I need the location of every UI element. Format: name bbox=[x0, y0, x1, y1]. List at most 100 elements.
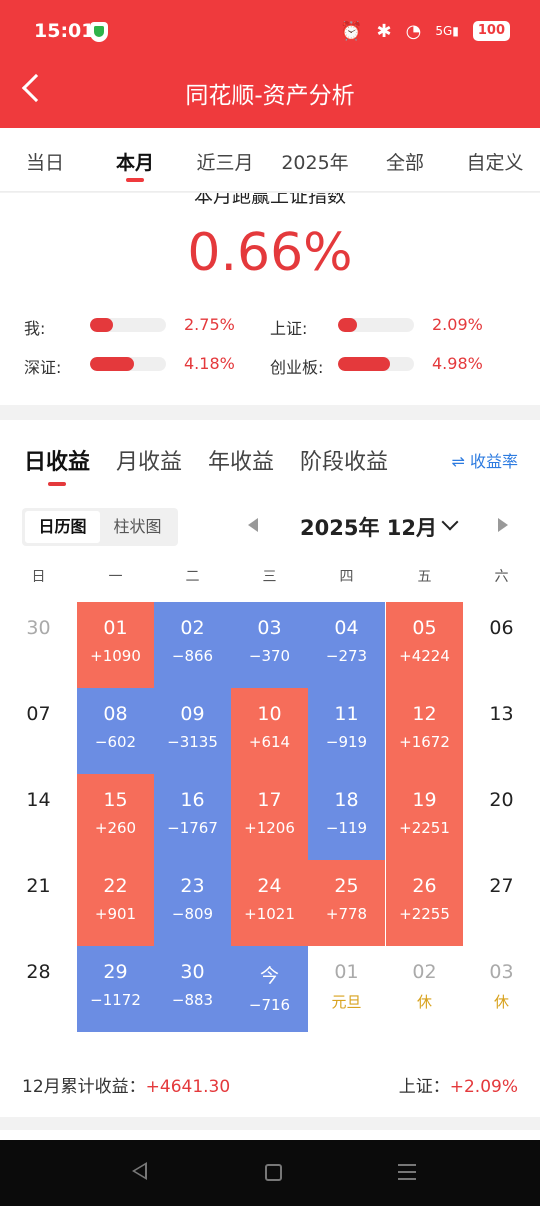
day-profit: −866 bbox=[171, 647, 214, 665]
calendar-day-cell[interactable]: 27 bbox=[463, 860, 540, 946]
day-number: 05 bbox=[412, 617, 437, 639]
day-profit: +1672 bbox=[399, 733, 450, 751]
calendar-day-cell[interactable]: 21 bbox=[0, 860, 77, 946]
month-total-value: +4641.30 bbox=[145, 1077, 231, 1097]
tab-period-0[interactable]: 当日 bbox=[25, 152, 64, 174]
calendar-day-cell[interactable]: 03 −370 bbox=[231, 602, 308, 688]
calendar-day-cell[interactable]: 06 bbox=[463, 602, 540, 688]
calendar-day-cell[interactable]: 30 −883 bbox=[154, 946, 231, 1032]
calendar-day-cell[interactable]: 26 +2255 bbox=[386, 860, 463, 946]
calendar-day-cell[interactable]: 12 +1672 bbox=[386, 688, 463, 774]
calendar-day-cell[interactable]: 04 −273 bbox=[308, 602, 385, 688]
network-type: 5G bbox=[435, 24, 453, 38]
calendar-day-cell[interactable]: 02 休 bbox=[386, 946, 463, 1032]
tab-yearly-returns[interactable]: 年收益 bbox=[208, 450, 275, 475]
day-number: 24 bbox=[257, 875, 282, 897]
security-shield-icon bbox=[90, 22, 108, 42]
calendar-day-cell[interactable]: 02 −866 bbox=[154, 602, 231, 688]
day-profit: −809 bbox=[171, 905, 214, 923]
bar-fill bbox=[90, 318, 113, 332]
weekday-header: 日一二三四五六 bbox=[0, 566, 540, 586]
calendar-day-cell[interactable]: 15 +260 bbox=[77, 774, 154, 860]
day-number: 18 bbox=[334, 789, 359, 811]
day-profit: +901 bbox=[94, 905, 137, 923]
calendar-day-cell[interactable]: 20 bbox=[463, 774, 540, 860]
rate-toggle[interactable]: ⇌ 收益率 bbox=[451, 448, 518, 472]
day-profit: −1172 bbox=[90, 991, 141, 1009]
calendar-day-cell[interactable]: 29 −1172 bbox=[77, 946, 154, 1032]
day-number: 30 bbox=[180, 961, 205, 983]
calendar-day-cell[interactable]: 09 −3135 bbox=[154, 688, 231, 774]
calendar-day-cell[interactable]: 13 bbox=[463, 688, 540, 774]
day-profit: −883 bbox=[171, 991, 214, 1009]
calendar-day-cell[interactable]: 03 休 bbox=[463, 946, 540, 1032]
calendar-day-cell[interactable]: 今 −716 bbox=[231, 946, 308, 1032]
battery-icon: 100 bbox=[472, 21, 510, 41]
calendar-day-cell[interactable]: 28 bbox=[0, 946, 77, 1032]
day-profit: +778 bbox=[325, 905, 368, 923]
weekday-label: 一 bbox=[108, 569, 123, 585]
nav-home-icon[interactable] bbox=[265, 1164, 282, 1181]
tab-monthly-returns[interactable]: 月收益 bbox=[116, 450, 183, 475]
day-number: 29 bbox=[103, 961, 128, 983]
tab-period-5[interactable]: 自定义 bbox=[466, 152, 524, 174]
day-profit: −919 bbox=[325, 733, 368, 751]
calendar-day-cell[interactable]: 11 −919 bbox=[308, 688, 385, 774]
calendar-day-cell[interactable]: 01 元旦 bbox=[308, 946, 385, 1032]
calendar-day-cell[interactable]: 24 +1021 bbox=[231, 860, 308, 946]
bar-view-button[interactable]: 柱状图 bbox=[113, 517, 162, 536]
bar-shanghai bbox=[338, 318, 414, 332]
calendar-day-cell[interactable]: 23 −809 bbox=[154, 860, 231, 946]
calendar-day-cell[interactable]: 08 −602 bbox=[77, 688, 154, 774]
calendar-day-cell[interactable]: 25 +778 bbox=[308, 860, 385, 946]
pct-me: 2.75% bbox=[184, 315, 235, 334]
next-month-icon[interactable] bbox=[498, 518, 508, 532]
nav-recents-icon[interactable] bbox=[398, 1164, 416, 1180]
day-profit: +614 bbox=[248, 733, 291, 751]
calendar-day-cell[interactable]: 07 bbox=[0, 688, 77, 774]
month-total: 12月累计收益：+4641.30 bbox=[22, 1072, 230, 1097]
signal-icon: 5G▮ bbox=[435, 24, 459, 38]
nav-back-icon[interactable] bbox=[132, 1162, 147, 1180]
tab-daily-returns[interactable]: 日收益 bbox=[24, 444, 90, 486]
prev-month-icon[interactable] bbox=[248, 518, 258, 532]
calendar-day-cell[interactable]: 01 +1090 bbox=[77, 602, 154, 688]
calendar-day-cell[interactable]: 19 +2251 bbox=[386, 774, 463, 860]
pct-shanghai: 2.09% bbox=[432, 315, 483, 334]
tab-period-2[interactable]: 近三月 bbox=[196, 152, 254, 174]
day-number: 22 bbox=[103, 875, 128, 897]
returns-card: 日收益 月收益 年收益 阶段收益 ⇌ 收益率 日历图 柱状图 2025年 12月… bbox=[0, 420, 540, 1117]
day-number: 03 bbox=[489, 961, 514, 983]
day-profit: −119 bbox=[325, 819, 368, 837]
day-number: 15 bbox=[103, 789, 128, 811]
tab-period-3[interactable]: 2025年 bbox=[281, 152, 349, 174]
index-total: 上证：+2.09% bbox=[399, 1072, 518, 1097]
calendar-day-cell[interactable]: 14 bbox=[0, 774, 77, 860]
label-chinext: 创业板: bbox=[270, 358, 324, 377]
calendar-day-cell[interactable]: 05 +4224 bbox=[386, 602, 463, 688]
pct-shenzhen: 4.18% bbox=[184, 354, 235, 373]
index-label: 上证： bbox=[398, 1077, 450, 1097]
calendar-day-cell[interactable]: 17 +1206 bbox=[231, 774, 308, 860]
calendar-day-cell[interactable]: 10 +614 bbox=[231, 688, 308, 774]
month-total-label: 12月累计收益： bbox=[22, 1077, 146, 1097]
tab-period-4[interactable]: 全部 bbox=[385, 152, 424, 174]
swap-icon: ⇌ bbox=[451, 452, 470, 471]
calendar-day-cell[interactable]: 18 −119 bbox=[308, 774, 385, 860]
chevron-down-icon[interactable] bbox=[441, 513, 459, 531]
label-shanghai: 上证: bbox=[270, 319, 308, 338]
day-number: 23 bbox=[180, 875, 205, 897]
calendar-day-cell[interactable]: 16 −1767 bbox=[154, 774, 231, 860]
calendar-day-cell[interactable]: 30 bbox=[0, 602, 77, 688]
month-selector[interactable]: 2025年 12月 bbox=[300, 516, 437, 540]
system-nav-bar bbox=[0, 1140, 540, 1206]
day-number: 03 bbox=[257, 617, 282, 639]
tab-period-returns[interactable]: 阶段收益 bbox=[300, 450, 389, 475]
calendar-view-button[interactable]: 日历图 bbox=[25, 511, 100, 543]
calendar-day-cell[interactable]: 22 +901 bbox=[77, 860, 154, 946]
bar-fill bbox=[90, 357, 135, 371]
tab-period-1[interactable]: 本月 bbox=[90, 128, 180, 191]
summary-card: 本月跑赢上证指数 0.66% 我: 2.75% 上证: 2.09% 深证: 4.… bbox=[0, 193, 540, 405]
day-profit: −602 bbox=[94, 733, 137, 751]
index-value: +2.09% bbox=[449, 1077, 518, 1097]
